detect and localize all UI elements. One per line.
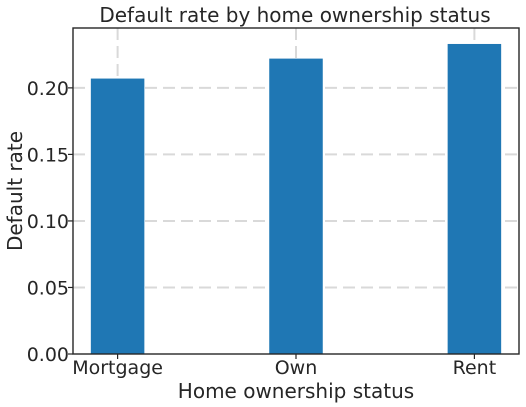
x-tick-label: Rent: [453, 357, 497, 379]
y-tick-label: 0.00: [27, 344, 69, 366]
y-tick-label: 0.15: [27, 144, 69, 166]
bar-own: [269, 59, 323, 354]
y-axis-label: Default rate: [3, 131, 27, 251]
bar-rent: [448, 44, 502, 354]
bar-layer: [91, 44, 501, 354]
x-axis-label: Home ownership status: [178, 379, 414, 403]
y-tick-label: 0.10: [27, 211, 69, 233]
chart-title: Default rate by home ownership status: [99, 3, 490, 27]
bar-mortgage: [91, 79, 145, 354]
y-tick-label: 0.05: [27, 277, 69, 299]
x-tick-label: Own: [275, 357, 318, 379]
x-tick-label: Mortgage: [72, 357, 163, 379]
y-tick-label: 0.20: [27, 78, 69, 100]
